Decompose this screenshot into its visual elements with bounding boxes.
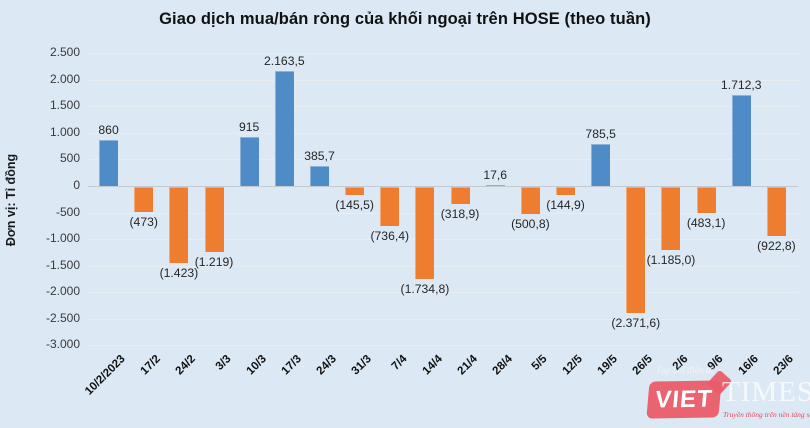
y-tick-label: 1.000 [49,124,80,139]
x-tick-label: 7/4 [389,353,410,373]
gridline [88,212,798,214]
y-tick-label: -3.000 [45,337,80,352]
bar-value-label: (318,9) [440,206,480,221]
y-tick-label: -500 [55,204,80,219]
x-tick-label: 10/3 [244,353,269,378]
gridline [88,159,798,161]
viettimes-watermark: Tạp chí điện tử VIET TIMES Truyền thông … [628,364,810,428]
gridline [88,318,798,320]
zero-line [88,186,798,187]
bar [485,185,505,186]
gridline [88,79,798,81]
x-tick-label: 21/4 [455,353,480,378]
bar [450,187,470,204]
viettimes-logo-times: TIMES [722,376,810,408]
bar [766,187,786,236]
bar-value-label: 385,7 [304,148,335,163]
y-tick-label: -2.500 [45,310,80,325]
x-tick-label: 17/3 [279,353,304,378]
x-tick-label: 31/3 [349,353,375,378]
y-tick-label: -2.000 [45,284,80,299]
y-tick-label: 500 [59,151,80,166]
bar-value-label: (483,1) [686,215,726,230]
bar [380,187,400,227]
bar-value-label: 785,5 [585,127,616,142]
bar [134,187,154,213]
gridline [88,292,798,294]
bar-value-label: 1.712,3 [720,78,762,93]
bar [731,95,751,186]
gridline [88,53,798,55]
bar [696,187,716,213]
viettimes-logo-box: VIET [646,380,722,419]
bar-value-label: (145,5) [335,197,374,212]
x-tick-label: 12/5 [560,353,586,378]
bar [99,140,119,186]
bar [345,187,365,195]
bar-value-label: 915 [239,120,260,135]
bar [309,165,329,186]
x-tick-label: 28/4 [490,353,515,378]
bar-value-label: (1.734,8) [400,282,450,297]
watermark-top-text: Tạp chí điện tử [656,366,714,376]
bar [169,187,189,263]
x-tick-label: 5/5 [530,353,550,373]
bar [591,144,611,186]
y-tick-label: 2.000 [49,71,80,86]
x-tick-label: 24/3 [314,353,339,378]
bar [204,187,224,252]
viettimes-tagline: Truyền thông trên nền tảng số [723,410,810,419]
chart-title: Giao dịch mua/bán ròng của khối ngoại tr… [159,10,651,28]
bar-value-label: (473) [129,215,158,230]
bar-value-label: (2.371,6) [611,315,661,330]
bar-value-label: 860 [98,123,119,138]
bar-value-label: 2.163,5 [263,54,305,69]
bar-value-label: (1.185,0) [646,252,696,267]
bar-value-label: (736,4) [370,229,410,244]
bar [239,137,259,186]
gridline [88,106,798,108]
y-tick-label: 2.500 [49,45,80,60]
bar [415,187,435,280]
gridline [88,132,798,134]
bar-value-label: (144,9) [546,197,585,212]
bar-value-label: (1.423) [159,265,199,280]
bar [556,187,576,195]
bar-value-label: 17,6 [483,168,508,182]
bar [274,71,294,186]
x-tick-label: 19/5 [595,353,621,378]
x-tick-label: 3/3 [213,353,234,373]
y-tick-label: 1.500 [49,98,80,113]
x-tick-label: 24/2 [174,353,199,378]
bar [626,187,646,313]
bar-value-label: (500,8) [511,216,550,231]
y-tick-label: -1.500 [45,257,80,272]
bar [661,187,681,250]
viettimes-logo-viet: VIET [654,385,714,413]
x-tick-label: 14/4 [420,353,445,378]
y-tick-label: 0 [73,178,80,192]
gridline [88,239,798,241]
bar-value-label: (922,8) [757,239,796,253]
gridline [88,265,798,267]
bar-value-label: (1.219) [194,254,234,269]
x-tick-label: 10/2/2023 [83,353,129,398]
gridline [88,345,798,347]
y-tick-label: -1.000 [45,231,80,246]
bar [520,187,540,214]
x-tick-label: 17/2 [138,353,164,378]
